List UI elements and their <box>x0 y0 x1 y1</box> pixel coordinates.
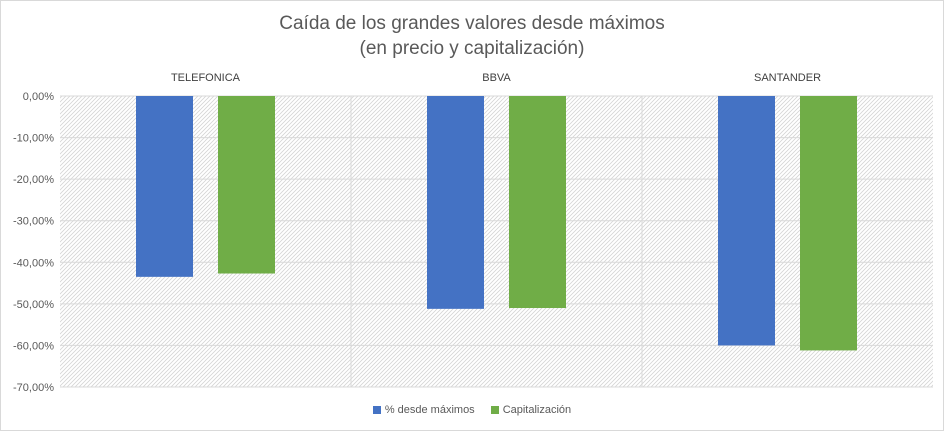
legend-item-series-2: Capitalización <box>490 404 572 416</box>
bar-series-1 <box>718 96 775 346</box>
legend-label-series-2: Capitalización <box>502 404 572 416</box>
gridlines <box>60 95 933 388</box>
x-category-label: SANTANDER <box>754 72 821 84</box>
bar-series-2 <box>218 96 275 274</box>
legend-item-series-1: % desde máximos <box>372 404 475 416</box>
labels: 0,00% -10,00% -20,00% -30,00% -40,00% -50,00%… <box>13 72 821 394</box>
y-tick-label: -40,00% <box>13 257 54 269</box>
chart-title: Caída de los grandes valores desde máxim… <box>279 13 665 34</box>
y-tick-label: -20,00% <box>13 174 54 186</box>
bar-series-1 <box>427 96 484 309</box>
y-tick-label: -10,00% <box>13 133 54 145</box>
plot-area-background <box>60 96 933 387</box>
legend-swatch-series-2 <box>490 406 499 414</box>
legend: % desde máximos Capitalización <box>1 404 943 416</box>
legend-label-series-1: % desde máximos <box>384 404 475 416</box>
bars <box>136 96 857 351</box>
legend-swatch-series-1 <box>372 406 381 414</box>
y-tick-label: -30,00% <box>13 216 54 228</box>
y-tick-label: -50,00% <box>13 299 54 311</box>
chart-subtitle: (en precio y capitalización) <box>359 38 585 59</box>
x-category-label: TELEFONICA <box>171 72 241 84</box>
bar-series-1 <box>136 96 193 277</box>
y-tick-label: -70,00% <box>13 382 54 394</box>
y-tick-label: 0,00% <box>23 91 54 103</box>
x-category-label: BBVA <box>482 72 511 84</box>
bar-series-2 <box>509 96 566 309</box>
y-tick-label: -60,00% <box>13 340 54 352</box>
bar-series-2 <box>800 96 857 351</box>
